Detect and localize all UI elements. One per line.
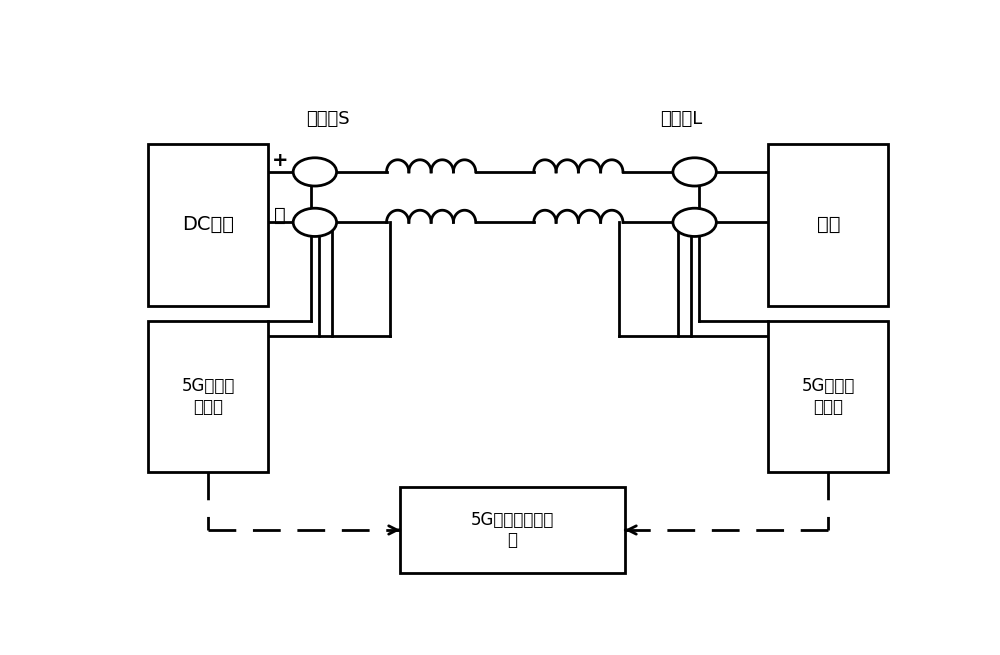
Circle shape [673,208,716,236]
Text: 电源端S: 电源端S [306,110,350,128]
Text: 5G线损云数据平
台: 5G线损云数据平 台 [471,511,554,550]
Text: 负荷端L: 负荷端L [660,110,703,128]
Circle shape [293,158,337,186]
Bar [148,144,268,305]
Circle shape [673,158,716,186]
Text: DC系统: DC系统 [182,215,234,234]
Text: －: － [274,206,286,225]
Text: +: + [272,151,288,170]
Bar [148,321,268,472]
Text: 5G在线检
测装置: 5G在线检 测装置 [182,377,235,416]
Bar [768,144,888,305]
Text: 5G在线检
测装置: 5G在线检 测装置 [802,377,855,416]
Bar [768,321,888,472]
Bar [400,487,625,573]
Circle shape [293,208,337,236]
Text: 负荷: 负荷 [817,215,840,234]
